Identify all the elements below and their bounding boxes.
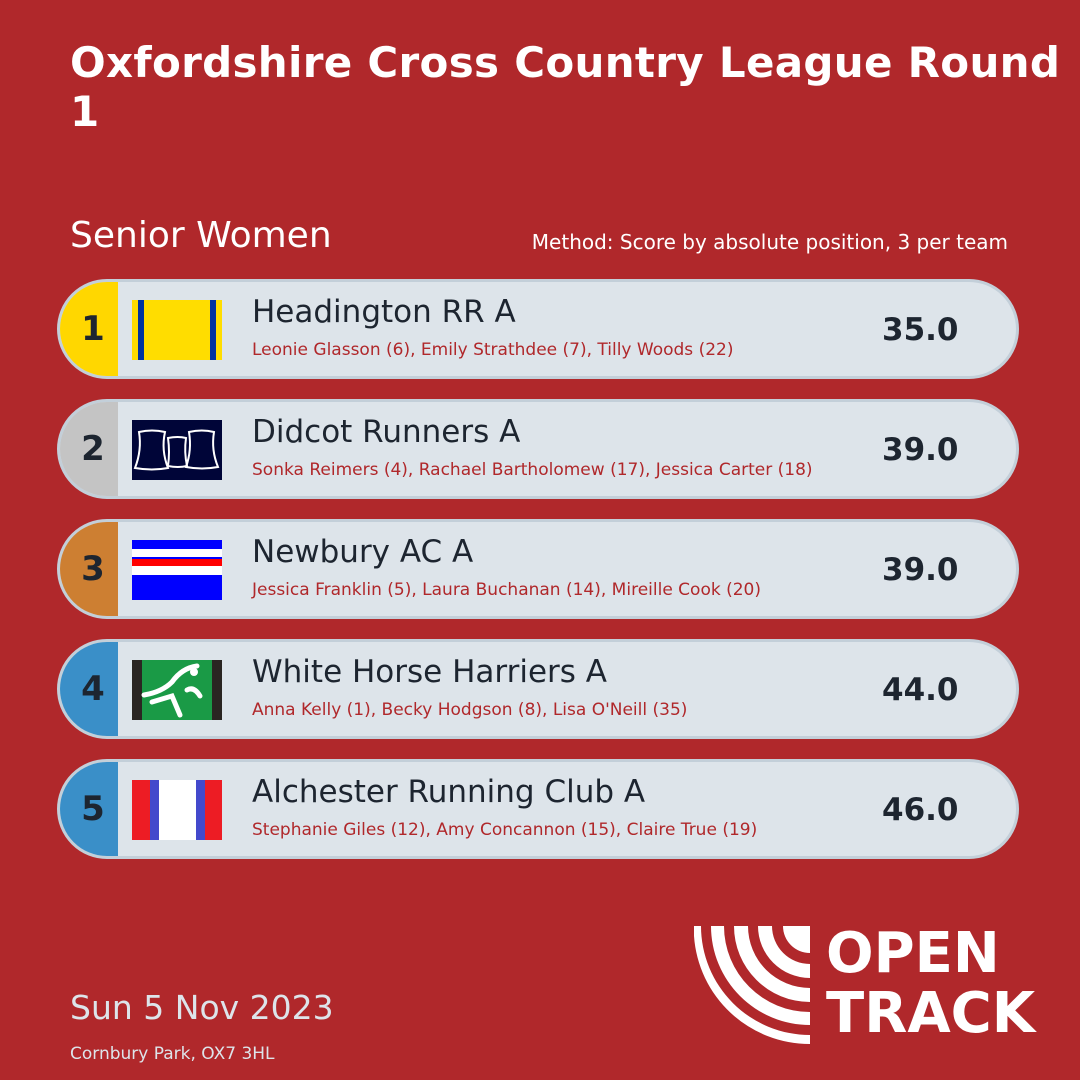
result-row: 1 Headington RR A Leonie Glasson (6), Emil…	[57, 279, 1019, 379]
rank-number: 3	[81, 549, 105, 589]
didcot-cooling-towers-icon	[132, 420, 222, 480]
rank-badge: 1	[60, 282, 118, 376]
rank-badge: 5	[60, 762, 118, 856]
opentrack-logo-text: OPEN TRACK	[826, 921, 1036, 1046]
team-runners: Stephanie Giles (12), Amy Concannon (15)…	[252, 820, 758, 840]
rank-number: 4	[81, 669, 105, 709]
page-title: Oxfordshire Cross Country League Round 1	[70, 38, 1061, 136]
team-score: 46.0	[882, 792, 959, 828]
event-date: Sun 5 Nov 2023	[70, 988, 334, 1027]
rank-badge: 4	[60, 642, 118, 736]
opentrack-arcs-icon	[694, 926, 814, 1050]
team-runners: Sonka Reimers (4), Rachael Bartholomew (…	[252, 460, 813, 480]
team-name: Didcot Runners A	[252, 414, 521, 450]
result-row: 4 White Horse Harriers A Anna Kelly (1), B…	[57, 639, 1019, 739]
newbury-stripes-icon	[132, 540, 222, 600]
rank-number: 5	[81, 789, 105, 829]
team-runners: Anna Kelly (1), Becky Hodgson (8), Lisa …	[252, 700, 688, 720]
scoring-method: Method: Score by absolute position, 3 pe…	[531, 230, 1008, 254]
rank-badge: 3	[60, 522, 118, 616]
event-venue: Cornbury Park, OX7 3HL	[70, 1044, 275, 1064]
result-row: 2 Didcot Runners A Sonka Reimers (4), Rach…	[57, 399, 1019, 499]
team-runners: Jessica Franklin (5), Laura Buchanan (14…	[252, 580, 761, 600]
rank-number: 2	[81, 429, 105, 469]
rank-badge: 2	[60, 402, 118, 496]
team-name: White Horse Harriers A	[252, 654, 607, 690]
team-score: 39.0	[882, 552, 959, 588]
team-runners: Leonie Glasson (6), Emily Strathdee (7),…	[252, 340, 734, 360]
team-score: 44.0	[882, 672, 959, 708]
team-name: Newbury AC A	[252, 534, 474, 570]
alchester-stripes-icon	[132, 780, 222, 840]
headington-flag-icon	[132, 300, 222, 360]
white-horse-icon	[132, 660, 222, 720]
team-score: 39.0	[882, 432, 959, 468]
category-heading: Senior Women	[70, 215, 332, 256]
team-name: Headington RR A	[252, 294, 516, 330]
team-name: Alchester Running Club A	[252, 774, 646, 810]
result-row: 5 Alchester Running Club A Stephanie Giles…	[57, 759, 1019, 859]
result-row: 3 Newbury AC A Jessica Franklin (5), Laura…	[57, 519, 1019, 619]
rank-number: 1	[81, 309, 105, 349]
team-score: 35.0	[882, 312, 959, 348]
